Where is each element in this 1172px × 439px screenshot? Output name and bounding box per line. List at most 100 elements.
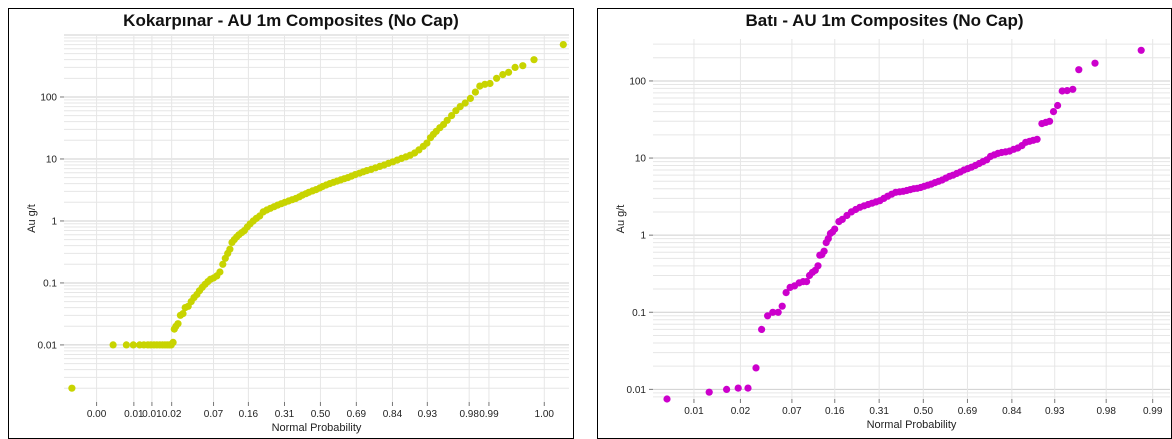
data-point [179,310,187,318]
y-tick-label: 0.1 [632,308,646,319]
data-point [219,260,227,268]
y-tick-label: 100 [40,92,57,103]
data-point [456,103,464,111]
data-point [774,308,782,316]
data-point [744,384,752,392]
x-tick-label: 0.50 [311,409,331,420]
data-point [68,384,76,392]
data-point [1137,46,1145,54]
x-tick-label: 0.16 [825,406,845,417]
data-point [511,63,519,71]
data-series [68,41,567,392]
x-tick-label: 0.01 [142,409,162,420]
data-point [1033,135,1041,143]
y-axis: 0.01 0.1 1 10 100 [38,92,64,351]
data-point [109,341,117,349]
x-tick-label: 0.02 [731,406,751,417]
x-tick-label: 0.07 [782,406,802,417]
x-tick-label: 0.98 [1096,406,1116,417]
data-point [782,289,790,297]
chart-panel-bati: Batı - AU 1m Composites (No Cap) 0.01 0.1… [597,8,1172,439]
x-axis-label: Normal Probability [272,422,362,434]
data-point [226,245,234,253]
data-point [1091,59,1099,67]
chart-title: Batı - AU 1m Composites (No Cap) [745,11,1024,30]
data-point [814,262,822,270]
data-point [769,308,777,316]
x-tick-label: 0.69 [958,406,978,417]
x-tick-label: 0.69 [347,409,367,420]
y-axis-label: Au g/t [26,204,38,233]
data-point [1049,108,1058,116]
x-tick-label: 0.84 [1002,406,1022,417]
x-axis: 0.00 0.010.01 0.02 0.07 0.16 0.31 0.50 0.69 0.84… [87,402,555,420]
x-tick-label: 0.01 [124,409,144,420]
data-point [758,325,766,333]
data-point [530,56,538,64]
data-point [723,385,731,393]
data-point [803,278,811,286]
y-axis-label: Au g/t [615,205,627,234]
y-tick-label: 100 [629,76,646,87]
data-point [169,338,177,346]
y-tick-label: 0.1 [43,278,57,289]
y-tick-label: 1 [640,231,646,242]
data-point [1054,101,1062,110]
data-point [499,71,507,79]
chart-title: Kokarpınar - AU 1m Composites (No Cap) [123,11,459,30]
x-tick-label: 0.98 [459,409,479,420]
x-tick-label: 0.99 [1143,406,1163,417]
x-tick-label: 0.93 [1045,406,1065,417]
x-tick-label: 0.31 [869,406,889,417]
grid-lines [64,34,569,402]
data-point [466,94,474,102]
data-point [764,312,772,320]
data-point [505,68,513,76]
data-point [448,112,456,120]
x-tick-label: 1.00 [535,409,555,420]
y-tick-label: 10 [635,154,647,165]
y-axis: 0.01 0.1 1 10 100 [627,76,653,396]
y-tick-label: 0.01 [627,385,647,396]
data-point [122,341,130,349]
data-point [423,139,431,147]
data-point [129,341,137,349]
grid-lines [653,39,1170,399]
y-tick-label: 1 [51,216,57,227]
x-axis-label: Normal Probability [867,419,957,431]
data-point [461,99,469,107]
data-point [519,62,527,70]
data-point [752,364,760,372]
x-axis: 0.01 0.02 0.07 0.16 0.31 0.50 0.69 0.84 0.93 0.98… [684,399,1163,417]
x-tick-label: 0.07 [204,409,224,420]
x-tick-label: 0.50 [914,406,934,417]
x-tick-label: 0.02 [162,409,182,420]
data-point [1069,85,1077,93]
data-point [734,384,742,392]
x-tick-label: 0.93 [418,409,438,420]
x-tick-label: 0.99 [479,409,499,420]
data-point [1046,117,1054,125]
data-point [216,268,224,276]
data-point [486,79,494,88]
x-tick-label: 0.16 [239,409,259,420]
data-point [174,320,182,328]
data-point [831,225,839,233]
y-tick-label: 0.01 [38,340,58,351]
x-tick-label: 0.01 [684,406,704,417]
data-point [471,88,479,96]
data-point [1063,87,1071,95]
data-point [559,41,567,49]
y-tick-label: 10 [46,154,58,165]
data-series [663,46,1145,403]
data-point [820,247,828,255]
chart-panel-kokarpinar: Kokarpınar - AU 1m Composites (No Cap) 0… [8,8,574,439]
x-tick-label: 0.00 [87,409,107,420]
x-tick-label: 0.31 [275,409,295,420]
data-point [663,395,671,403]
data-point [1075,66,1083,74]
data-point [705,388,713,396]
chart-plot-bati: 0.01 0.1 1 10 100 0.01 0.02 0.07 0.16 0.31 0.50 0.6… [615,39,1170,431]
data-point [443,116,451,124]
